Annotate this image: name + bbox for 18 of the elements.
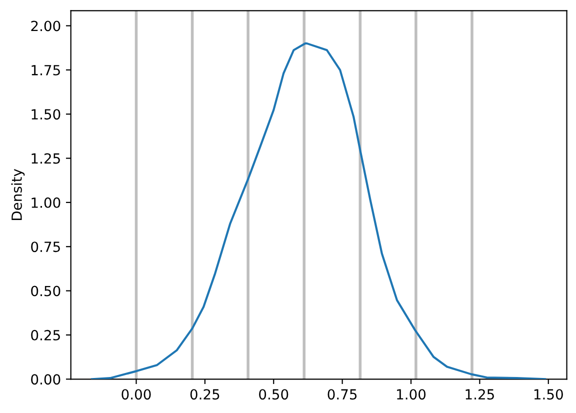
- y-tick-label: 1.25: [32, 153, 60, 164]
- y-tick-label: 0.00: [31, 374, 60, 385]
- x-tick-label: 1.00: [397, 389, 426, 400]
- y-tick-label: 1.75: [32, 65, 60, 76]
- y-tick-label: 0.50: [31, 286, 60, 296]
- y-tick-label: 0.25: [31, 330, 60, 340]
- x-tick-label: 0.75: [328, 389, 357, 400]
- y-tick-label: 1.50: [32, 109, 60, 120]
- x-tick-label: 1.50: [534, 389, 563, 400]
- y-tick-label: 2.00: [31, 20, 60, 32]
- y-tick-label: 1.00: [32, 197, 60, 208]
- x-tick-label: 0.50: [259, 389, 288, 400]
- y-axis-title: Density: [11, 168, 25, 220]
- x-tick-label: 1.25: [466, 389, 494, 400]
- x-tick-label: 0.25: [190, 389, 220, 400]
- line-series: [90, 42, 546, 380]
- x-tick-label: 0.00: [122, 389, 151, 400]
- y-tick-label: 0.75: [31, 242, 60, 252]
